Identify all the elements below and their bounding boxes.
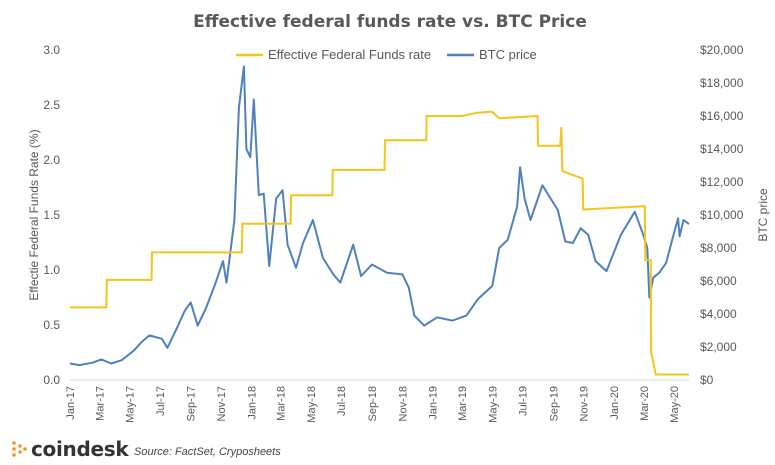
y-right-tick-label: $0	[700, 373, 714, 387]
x-tick-label: Jul-17	[155, 386, 167, 416]
coindesk-logo-icon	[12, 441, 27, 457]
y-left-tick-label: 2.5	[43, 98, 60, 112]
y-left-tick-label: 1.0	[43, 263, 60, 277]
x-tick-label: Nov-19	[579, 386, 591, 421]
y-right-tick-label: $16,000	[700, 109, 744, 123]
coindesk-logo: coindesk	[8, 437, 129, 461]
y-left-axis-title: Effectie Federal Funds Rate (%)	[27, 129, 41, 300]
x-tick-label: Nov-17	[216, 386, 228, 421]
x-tick-label: Jan-17	[65, 386, 77, 420]
x-tick-label: Jul-19	[518, 386, 530, 416]
y-right-axis: $0 $2,000 $4,000 $6,000 $8,000 $10,000 $12,000…	[700, 43, 744, 387]
y-right-tick-label: $10,000	[700, 208, 744, 222]
y-left-axis: 0.0 0.5 1.0 1.5 2.0 2.5 3.0	[43, 43, 60, 387]
legend-label-btc: BTC price	[479, 47, 537, 62]
x-tick-label: May-18	[306, 386, 318, 423]
x-tick-label: Sep-17	[186, 386, 198, 421]
x-tick-label: Jan-18	[246, 386, 258, 420]
legend: Effective Federal Funds rate BTC price	[236, 47, 537, 62]
x-tick-label: Jan-19	[428, 386, 440, 420]
x-tick-label: May-17	[125, 386, 137, 423]
y-right-tick-label: $14,000	[700, 142, 744, 156]
x-tick-label: May-19	[487, 386, 499, 423]
x-tick-label: Jan-20	[609, 386, 621, 420]
x-tick-label: Nov-18	[397, 386, 409, 421]
x-axis: Jan-17 Mar-17 May-17 Jul-17 Sep-17 Nov-17 Jan-…	[65, 379, 689, 423]
y-right-tick-label: $12,000	[700, 175, 744, 189]
y-right-tick-label: $8,000	[700, 241, 737, 255]
y-right-axis-title: BTC price	[756, 188, 770, 242]
x-tick-label: Jul-18	[336, 386, 348, 416]
y-left-tick-label: 1.5	[43, 208, 60, 222]
y-right-tick-label: $2,000	[700, 340, 737, 354]
x-tick-label: Mar-20	[639, 386, 651, 421]
x-tick-label: Sep-18	[367, 386, 379, 421]
series-line-btc-price	[69, 65, 690, 367]
y-left-tick-label: 0.0	[43, 373, 60, 387]
source-note: Source: FactSet, Cryposheets	[134, 446, 281, 458]
y-right-tick-label: $6,000	[700, 274, 737, 288]
y-right-tick-label: $4,000	[700, 307, 737, 321]
legend-label-fed-funds: Effective Federal Funds rate	[268, 47, 431, 62]
x-tick-label: Sep-19	[548, 386, 560, 421]
x-tick-label: Mar-18	[276, 386, 288, 421]
coindesk-wordmark: coindesk	[31, 437, 129, 461]
x-tick-label: May-20	[669, 386, 681, 423]
y-left-tick-label: 2.0	[43, 153, 60, 167]
y-left-tick-label: 0.5	[43, 318, 60, 332]
series-line-effective-federal-funds-rate	[70, 110, 689, 376]
x-tick-label: Mar-17	[94, 386, 106, 421]
y-right-tick-label: $20,000	[700, 43, 744, 57]
x-tick-label: Mar-19	[457, 386, 469, 421]
y-left-tick-label: 3.0	[43, 43, 60, 57]
chart-title: Effective federal funds rate vs. BTC Pri…	[193, 12, 587, 32]
y-right-tick-label: $18,000	[700, 76, 744, 90]
